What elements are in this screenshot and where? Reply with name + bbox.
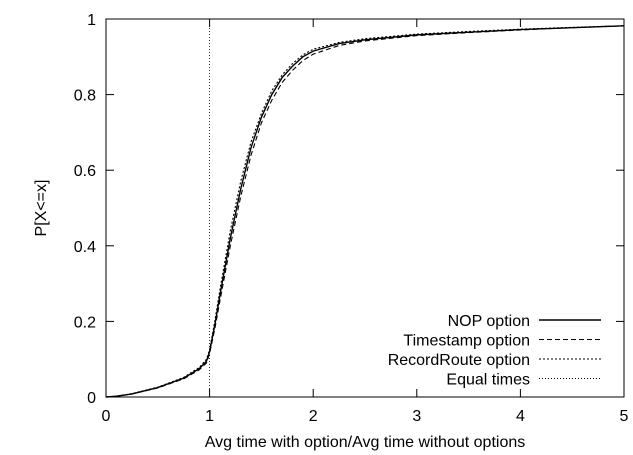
x-tick-label: 2 [309, 408, 318, 425]
x-tick-label: 1 [205, 408, 214, 425]
y-tick-label: 0.2 [74, 314, 96, 331]
x-ticks [105, 19, 625, 397]
y-tick-label: 0 [87, 390, 96, 407]
legend-label: NOP option [448, 313, 530, 330]
y-tick-label: 1 [87, 12, 96, 29]
legend-label: RecordRoute option [388, 352, 530, 369]
series-line-0 [105, 25, 625, 398]
x-tick-label: 3 [412, 408, 421, 425]
y-ticks [106, 18, 624, 398]
x-axis-label: Avg time with option/Avg time without op… [205, 434, 525, 451]
y-tick-label: 0.6 [74, 163, 96, 180]
y-tick-label: 0.8 [74, 88, 96, 105]
legend-label: Equal times [446, 372, 530, 389]
y-axis-label: P[X<=x] [33, 180, 50, 237]
legend-label: Timestamp option [403, 333, 530, 350]
x-tick-label: 5 [620, 408, 629, 425]
y-tick-label: 0.4 [74, 239, 96, 256]
series-lines [105, 25, 625, 398]
legend: NOP option Timestamp option RecordRoute op… [388, 313, 601, 389]
x-tick-label: 4 [516, 408, 525, 425]
x-tick-labels: 0 1 2 3 4 5 [102, 408, 629, 425]
plot-frame [105, 18, 625, 398]
y-tick-labels: 0 0.2 0.4 0.6 0.8 1 [74, 12, 96, 407]
series-line-2 [105, 25, 625, 398]
series-line-1 [105, 25, 625, 398]
x-tick-label: 0 [102, 408, 111, 425]
